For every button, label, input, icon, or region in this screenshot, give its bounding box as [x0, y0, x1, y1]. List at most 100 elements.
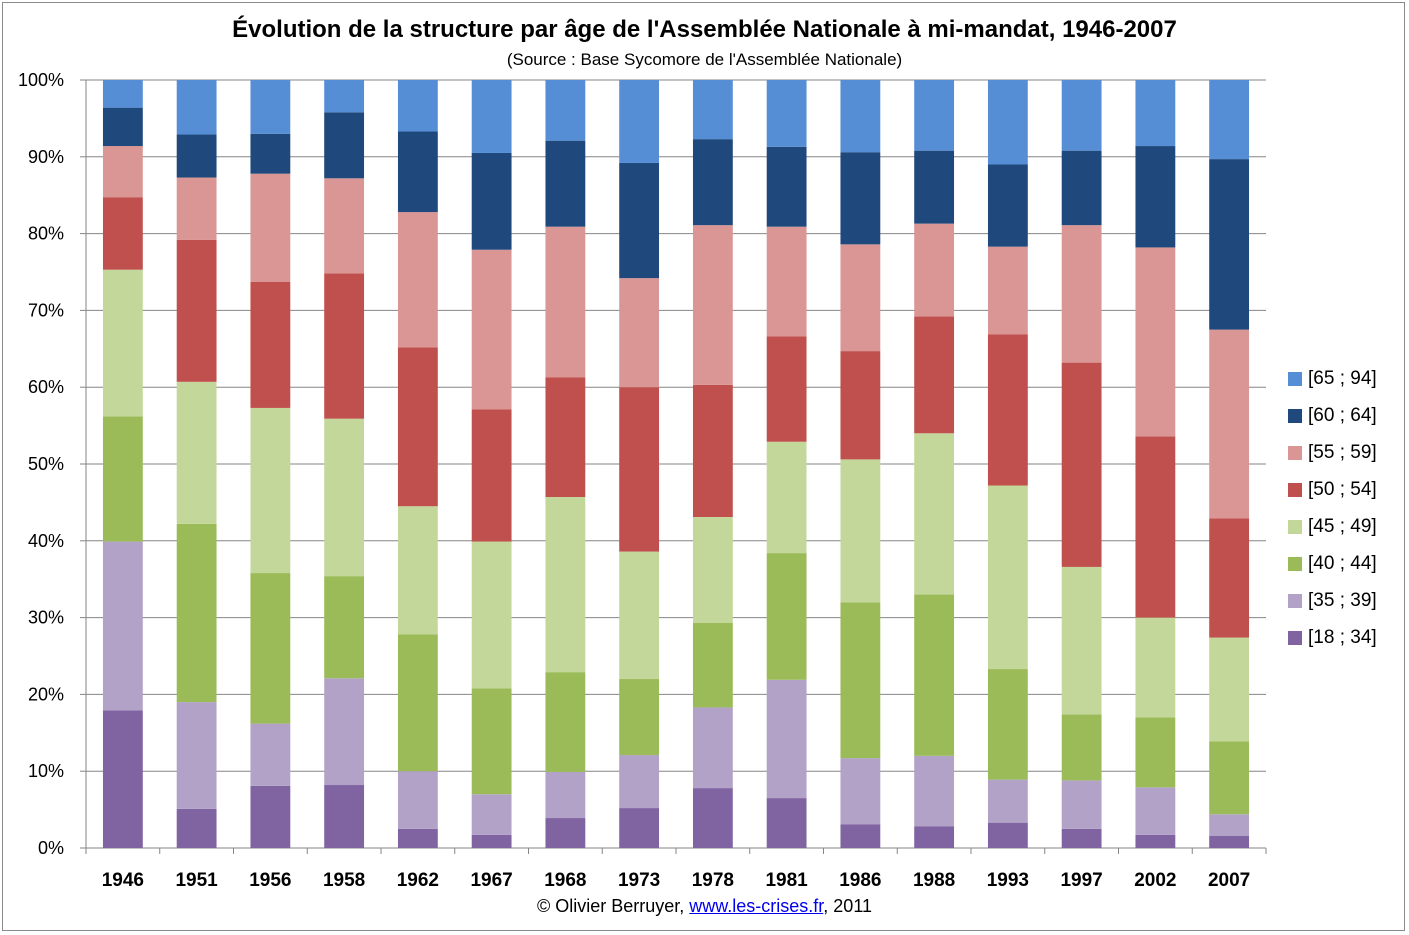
bar-segment — [619, 278, 660, 388]
bar-segment — [1061, 80, 1102, 151]
bar-segment — [987, 485, 1028, 670]
y-tick-label: 100% — [18, 70, 64, 90]
x-tick-label: 1988 — [913, 870, 955, 891]
bar-segment — [1135, 146, 1176, 248]
bar-segment — [176, 239, 217, 382]
bar-segment — [324, 273, 365, 419]
x-tick-label: 1981 — [765, 870, 808, 891]
bar-segment — [545, 377, 586, 498]
bar-segment — [102, 710, 143, 848]
bar-segment — [102, 146, 143, 198]
bar-segment — [840, 459, 881, 603]
bar-segment — [987, 669, 1028, 780]
bar-segment — [1135, 617, 1176, 718]
bar-segment — [619, 755, 660, 809]
site-link[interactable]: www.les-crises.fr — [689, 896, 824, 916]
bar-segment — [102, 80, 143, 108]
y-tick-label: 90% — [28, 147, 64, 167]
bar-segment — [102, 541, 143, 711]
bar-segment — [1135, 717, 1176, 788]
bar-segment — [914, 80, 955, 151]
legend-item: [65 ; 94] — [1288, 360, 1377, 397]
legend-item: [35 ; 39] — [1288, 582, 1377, 619]
bar-segment — [545, 140, 586, 227]
x-tick-label: 1997 — [1060, 870, 1102, 891]
legend-swatch — [1288, 482, 1302, 497]
bar-segment — [692, 225, 733, 385]
bar-segment — [1209, 80, 1250, 160]
bar-segment — [987, 822, 1028, 848]
legend-label: [40 ; 44] — [1308, 552, 1377, 574]
x-tick-label: 1968 — [544, 870, 586, 891]
legend-label: [18 ; 34] — [1308, 626, 1377, 648]
bar-segment — [1135, 80, 1176, 147]
bar-segment — [102, 197, 143, 270]
bar-segment — [914, 826, 955, 848]
bar-segment — [1209, 637, 1250, 742]
bar-segment — [545, 80, 586, 141]
bar-segment — [1061, 150, 1102, 226]
bar-segment — [545, 818, 586, 848]
legend-swatch — [1288, 371, 1302, 386]
x-tick-label: 2002 — [1134, 870, 1176, 891]
bar-segment — [176, 381, 217, 524]
legend-item: [45 ; 49] — [1288, 508, 1377, 545]
y-tick-label: 20% — [28, 684, 64, 704]
bar-segment — [545, 226, 586, 378]
bar-segment — [692, 516, 733, 623]
x-tick-label: 1973 — [618, 870, 660, 891]
bar-segment — [766, 679, 807, 799]
bar-segment — [397, 131, 438, 213]
bar-segment — [471, 794, 512, 835]
x-tick-label: 1962 — [397, 870, 439, 891]
bar-segment — [1209, 159, 1250, 330]
bar-segment — [324, 418, 365, 577]
bar-segment — [250, 133, 291, 174]
bar-segment — [397, 212, 438, 348]
y-tick-label: 40% — [28, 531, 64, 551]
bar-segment — [914, 755, 955, 827]
bar-segment — [471, 688, 512, 795]
bar-segment — [471, 80, 512, 153]
bar-segment — [397, 347, 438, 507]
bar-segment — [250, 573, 291, 724]
bar-segment — [324, 80, 365, 113]
bar-segment — [840, 758, 881, 825]
chart-title: Évolution de la structure par âge de l'A… — [232, 16, 1177, 43]
bar-segment — [176, 523, 217, 703]
bar-segment — [102, 107, 143, 147]
bar-segment — [1061, 780, 1102, 829]
bar-segment — [619, 387, 660, 552]
chart-subtitle: (Source : Base Sycomore de l'Assemblée N… — [506, 50, 903, 69]
bar-segment — [1061, 714, 1102, 781]
bar-segment — [397, 80, 438, 132]
bar-segment — [766, 798, 807, 848]
bar-segment — [250, 173, 291, 282]
bar-segment — [840, 152, 881, 245]
bar-segment — [692, 139, 733, 226]
bar-segment — [471, 409, 512, 542]
legend-item: [60 ; 64] — [1288, 397, 1377, 434]
legend: [65 ; 94] [60 ; 64] [55 ; 59] [50 ; 54] [45 … — [1288, 360, 1377, 656]
bar-segment — [471, 834, 512, 848]
bar-segment — [914, 316, 955, 434]
bar-segment — [987, 334, 1028, 486]
legend-label: [50 ; 54] — [1308, 478, 1377, 500]
legend-label: [35 ; 39] — [1308, 589, 1377, 611]
bar-segment — [914, 150, 955, 224]
legend-item: [50 ; 54] — [1288, 471, 1377, 508]
bar-segment — [1135, 834, 1176, 848]
bar-segment — [397, 634, 438, 772]
bar-segment — [1209, 814, 1250, 836]
bar-segment — [766, 80, 807, 147]
bar-segment — [1135, 247, 1176, 437]
bar-segment — [1135, 436, 1176, 618]
bar-segment — [840, 80, 881, 153]
bar-segment — [545, 672, 586, 772]
bar-segment — [471, 152, 512, 250]
bar-segment — [1209, 741, 1250, 815]
bar-segment — [102, 416, 143, 542]
bar-segment — [250, 281, 291, 408]
x-tick-label: 1946 — [102, 870, 144, 891]
